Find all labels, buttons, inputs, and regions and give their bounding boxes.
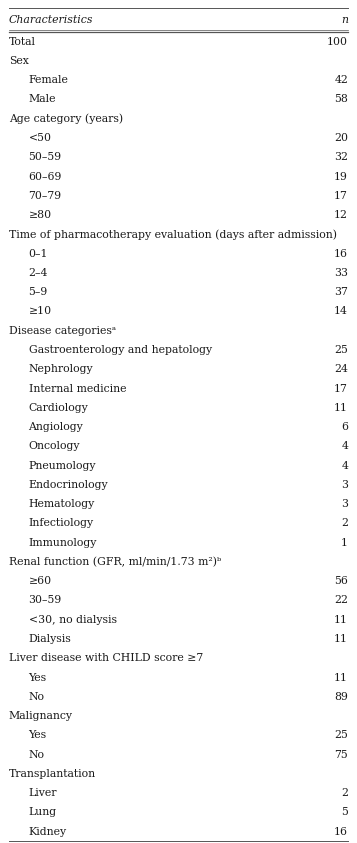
Text: ≥80: ≥80 bbox=[29, 210, 52, 220]
Text: Pneumology: Pneumology bbox=[29, 460, 96, 470]
Text: Characteristics: Characteristics bbox=[9, 15, 94, 25]
Text: 19: 19 bbox=[334, 171, 348, 181]
Text: Female: Female bbox=[29, 75, 69, 85]
Text: No: No bbox=[29, 692, 45, 702]
Text: 11: 11 bbox=[334, 673, 348, 683]
Text: Immunology: Immunology bbox=[29, 538, 97, 548]
Text: 0–1: 0–1 bbox=[29, 249, 48, 259]
Text: 24: 24 bbox=[334, 364, 348, 374]
Text: Yes: Yes bbox=[29, 673, 47, 683]
Text: Internal medicine: Internal medicine bbox=[29, 384, 126, 394]
Text: 25: 25 bbox=[334, 345, 348, 355]
Text: 4: 4 bbox=[341, 460, 348, 470]
Text: 11: 11 bbox=[334, 615, 348, 625]
Text: 14: 14 bbox=[334, 306, 348, 316]
Text: 70–79: 70–79 bbox=[29, 191, 62, 201]
Text: Infectiology: Infectiology bbox=[29, 518, 94, 529]
Text: <50: <50 bbox=[29, 133, 51, 143]
Text: Time of pharmacotherapy evaluation (days after admission): Time of pharmacotherapy evaluation (days… bbox=[9, 229, 337, 239]
Text: Yes: Yes bbox=[29, 730, 47, 740]
Text: Male: Male bbox=[29, 94, 56, 105]
Text: Renal function (GFR, ml/min/1.73 m²)ᵇ: Renal function (GFR, ml/min/1.73 m²)ᵇ bbox=[9, 556, 221, 567]
Text: Nephrology: Nephrology bbox=[29, 364, 93, 374]
Text: 16: 16 bbox=[334, 827, 348, 837]
Text: 17: 17 bbox=[334, 384, 348, 394]
Text: Malignancy: Malignancy bbox=[9, 711, 73, 721]
Text: Endocrinology: Endocrinology bbox=[29, 480, 108, 490]
Text: Liver: Liver bbox=[29, 788, 57, 798]
Text: 17: 17 bbox=[334, 191, 348, 201]
Text: ≥60: ≥60 bbox=[29, 576, 52, 586]
Text: 4: 4 bbox=[341, 441, 348, 451]
Text: Total: Total bbox=[9, 36, 36, 46]
Text: Transplantation: Transplantation bbox=[9, 769, 96, 779]
Text: 89: 89 bbox=[334, 692, 348, 702]
Text: Dialysis: Dialysis bbox=[29, 634, 71, 644]
Text: 2: 2 bbox=[341, 518, 348, 529]
Text: 60–69: 60–69 bbox=[29, 171, 62, 181]
Text: Disease categoriesᵃ: Disease categoriesᵃ bbox=[9, 325, 116, 336]
Text: Kidney: Kidney bbox=[29, 827, 67, 837]
Text: 5: 5 bbox=[341, 808, 348, 818]
Text: 100: 100 bbox=[327, 36, 348, 46]
Text: Sex: Sex bbox=[9, 56, 29, 66]
Text: 42: 42 bbox=[334, 75, 348, 85]
Text: Lung: Lung bbox=[29, 808, 57, 818]
Text: Liver disease with CHILD score ≥7: Liver disease with CHILD score ≥7 bbox=[9, 653, 203, 663]
Text: 11: 11 bbox=[334, 403, 348, 413]
Text: 2: 2 bbox=[341, 788, 348, 798]
Text: 37: 37 bbox=[334, 287, 348, 298]
Text: 33: 33 bbox=[334, 268, 348, 278]
Text: n: n bbox=[341, 15, 348, 25]
Text: 3: 3 bbox=[341, 499, 348, 509]
Text: 12: 12 bbox=[334, 210, 348, 220]
Text: Angiology: Angiology bbox=[29, 422, 83, 432]
Text: Cardiology: Cardiology bbox=[29, 403, 88, 413]
Text: 22: 22 bbox=[334, 595, 348, 605]
Text: 50–59: 50–59 bbox=[29, 153, 62, 163]
Text: 6: 6 bbox=[341, 422, 348, 432]
Text: 56: 56 bbox=[334, 576, 348, 586]
Text: 2–4: 2–4 bbox=[29, 268, 48, 278]
Text: 1: 1 bbox=[341, 538, 348, 548]
Text: 5–9: 5–9 bbox=[29, 287, 48, 298]
Text: 20: 20 bbox=[334, 133, 348, 143]
Text: <30, no dialysis: <30, no dialysis bbox=[29, 615, 116, 625]
Text: 32: 32 bbox=[334, 153, 348, 163]
Text: 16: 16 bbox=[334, 249, 348, 259]
Text: Hematology: Hematology bbox=[29, 499, 95, 509]
Text: 75: 75 bbox=[334, 749, 348, 760]
Text: No: No bbox=[29, 749, 45, 760]
Text: Age category (years): Age category (years) bbox=[9, 114, 123, 124]
Text: Oncology: Oncology bbox=[29, 441, 80, 451]
Text: 25: 25 bbox=[334, 730, 348, 740]
Text: 58: 58 bbox=[334, 94, 348, 105]
Text: 30–59: 30–59 bbox=[29, 595, 62, 605]
Text: Gastroenterology and hepatology: Gastroenterology and hepatology bbox=[29, 345, 212, 355]
Text: ≥10: ≥10 bbox=[29, 306, 52, 316]
Text: 11: 11 bbox=[334, 634, 348, 644]
Text: 3: 3 bbox=[341, 480, 348, 490]
